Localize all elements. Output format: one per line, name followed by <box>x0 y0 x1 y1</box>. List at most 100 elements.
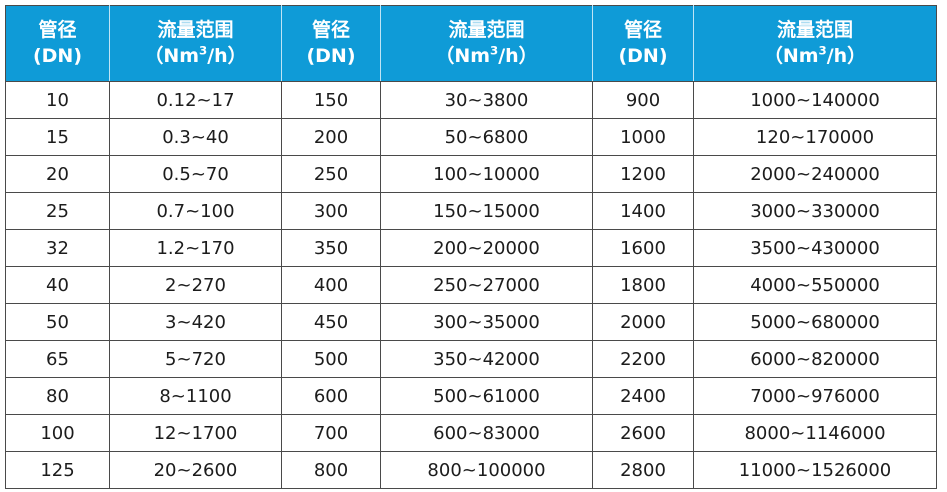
table-body: 10 0.12~17 150 30~3800 900 1000~140000 15 0.3~4… <box>5 81 937 489</box>
pipe-diameter-flow-range-table: 管径 (DN) 流量范围 （Nm3/h） 管径 (DN) 流量范围 （Nm3/h） 管径 (DN)… <box>5 5 937 489</box>
cell-fr2: 100~10000 <box>380 155 593 193</box>
column-header-unit-prefix-fr1: （Nm <box>144 44 200 67</box>
cell-fr2: 50~6800 <box>380 118 593 156</box>
cell-fr1: 8~1100 <box>109 377 282 415</box>
cell-fr3: 5000~680000 <box>693 303 937 341</box>
column-header-title-dn1: 管径 <box>38 19 77 42</box>
column-header-fr3: 流量范围 （Nm3/h） <box>693 5 937 82</box>
table-row: 32 1.2~170 350 200~20000 1600 3500~430000 <box>5 229 937 267</box>
cell-fr2: 600~83000 <box>380 414 593 452</box>
cell-dn2: 800 <box>281 451 381 489</box>
table-row: 50 3~420 450 300~35000 2000 5000~680000 <box>5 303 937 341</box>
column-header-unit-exponent-fr1: 3 <box>199 43 208 58</box>
table-row: 25 0.7~100 300 150~15000 1400 3000~330000 <box>5 192 937 230</box>
cell-dn2: 150 <box>281 81 381 119</box>
column-header-title-fr3: 流量范围 <box>776 19 853 42</box>
table-row: 80 8~1100 600 500~61000 2400 7000~976000 <box>5 377 937 415</box>
cell-dn2: 600 <box>281 377 381 415</box>
cell-dn3: 1000 <box>592 118 694 156</box>
cell-fr1: 0.7~100 <box>109 192 282 230</box>
cell-fr2: 300~35000 <box>380 303 593 341</box>
cell-dn3: 2800 <box>592 451 694 489</box>
cell-dn1: 40 <box>5 266 110 304</box>
column-header-unit-suffix-fr3: /h） <box>826 44 867 67</box>
cell-dn2: 300 <box>281 192 381 230</box>
column-header-unit-exponent-fr2: 3 <box>490 43 499 58</box>
column-header-title-dn2: 管径 <box>311 19 350 42</box>
cell-fr1: 3~420 <box>109 303 282 341</box>
table-row: 65 5~720 500 350~42000 2200 6000~820000 <box>5 340 937 378</box>
column-header-title-dn3: 管径 <box>623 19 662 42</box>
column-header-unit-fr2: （Nm3/h） <box>385 44 588 69</box>
column-header-dn2: 管径 (DN) <box>281 5 381 82</box>
cell-dn2: 450 <box>281 303 381 341</box>
cell-fr2: 500~61000 <box>380 377 593 415</box>
column-header-unit-dn1: (DN) <box>10 44 105 69</box>
cell-fr3: 7000~976000 <box>693 377 937 415</box>
cell-dn1: 10 <box>5 81 110 119</box>
cell-fr2: 250~27000 <box>380 266 593 304</box>
cell-dn2: 350 <box>281 229 381 267</box>
cell-fr2: 800~100000 <box>380 451 593 489</box>
cell-fr3: 6000~820000 <box>693 340 937 378</box>
column-header-unit-suffix-fr1: /h） <box>207 44 247 67</box>
column-header-unit-fr1: （Nm3/h） <box>114 44 277 69</box>
column-header-unit-dn3: (DN) <box>597 44 689 69</box>
column-header-dn1: 管径 (DN) <box>5 5 110 82</box>
cell-fr1: 0.3~40 <box>109 118 282 156</box>
cell-dn2: 250 <box>281 155 381 193</box>
cell-dn1: 100 <box>5 414 110 452</box>
cell-fr3: 3500~430000 <box>693 229 937 267</box>
cell-fr3: 11000~1526000 <box>738 459 892 481</box>
cell-fr3: 4000~550000 <box>693 266 937 304</box>
cell-dn2: 400 <box>281 266 381 304</box>
table-row: 10 0.12~17 150 30~3800 900 1000~140000 <box>5 81 937 119</box>
cell-dn2: 700 <box>281 414 381 452</box>
cell-fr1: 5~720 <box>109 340 282 378</box>
column-header-unit-exponent-fr3: 3 <box>818 43 827 58</box>
header-row: 管径 (DN) 流量范围 （Nm3/h） 管径 (DN) 流量范围 （Nm3/h） 管径 (DN)… <box>5 5 937 82</box>
column-header-title-fr2: 流量范围 <box>448 19 525 42</box>
cell-dn3: 1800 <box>592 266 694 304</box>
cell-dn1: 50 <box>5 303 110 341</box>
cell-fr3: 120~170000 <box>693 118 937 156</box>
cell-dn3: 1600 <box>592 229 694 267</box>
column-header-fr1: 流量范围 （Nm3/h） <box>109 5 282 82</box>
table-row: 125 20~2600 800 800~100000 2800 11000~1526000 <box>5 451 937 489</box>
column-header-unit-prefix-dn2: (DN) <box>306 44 356 67</box>
cell-fr3: 2000~240000 <box>693 155 937 193</box>
table-row: 15 0.3~40 200 50~6800 1000 120~170000 <box>5 118 937 156</box>
table-row: 40 2~270 400 250~27000 1800 4000~550000 <box>5 266 937 304</box>
cell-dn3: 2200 <box>592 340 694 378</box>
cell-fr1: 1.2~170 <box>109 229 282 267</box>
cell-dn1: 65 <box>5 340 110 378</box>
cell-fr1: 0.5~70 <box>109 155 282 193</box>
cell-fr1: 0.12~17 <box>109 81 282 119</box>
cell-fr2: 30~3800 <box>380 81 593 119</box>
column-header-unit-prefix-fr2: （Nm <box>435 44 491 67</box>
cell-dn1: 20 <box>5 155 110 193</box>
column-header-dn3: 管径 (DN) <box>592 5 694 82</box>
cell-dn3: 1400 <box>592 192 694 230</box>
cell-dn2: 500 <box>281 340 381 378</box>
table-row: 100 12~1700 700 600~83000 2600 8000~1146000 <box>5 414 937 452</box>
cell-fr3: 1000~140000 <box>693 81 937 119</box>
cell-fr1: 2~270 <box>109 266 282 304</box>
column-header-unit-prefix-dn1: (DN) <box>32 44 83 67</box>
cell-fr1: 12~1700 <box>109 414 282 452</box>
column-header-unit-prefix-dn3: (DN) <box>618 44 668 67</box>
table-header: 管径 (DN) 流量范围 （Nm3/h） 管径 (DN) 流量范围 （Nm3/h） 管径 (DN)… <box>5 5 937 82</box>
cell-fr3: 8000~1146000 <box>693 414 937 452</box>
column-header-unit-prefix-fr3: （Nm <box>763 44 819 67</box>
cell-dn1: 125 <box>5 451 110 489</box>
cell-fr3: 3000~330000 <box>693 192 937 230</box>
cell-dn3: 2000 <box>592 303 694 341</box>
cell-dn3: 2600 <box>592 414 694 452</box>
cell-fr2: 200~20000 <box>380 229 593 267</box>
spec-table-container: 管径 (DN) 流量范围 （Nm3/h） 管径 (DN) 流量范围 （Nm3/h） 管径 (DN)… <box>5 5 937 489</box>
cell-fr1: 20~2600 <box>109 451 282 489</box>
table-row: 20 0.5~70 250 100~10000 1200 2000~240000 <box>5 155 937 193</box>
column-header-unit-fr3: （Nm3/h） <box>698 44 932 69</box>
column-header-fr2: 流量范围 （Nm3/h） <box>380 5 593 82</box>
cell-dn2: 200 <box>281 118 381 156</box>
